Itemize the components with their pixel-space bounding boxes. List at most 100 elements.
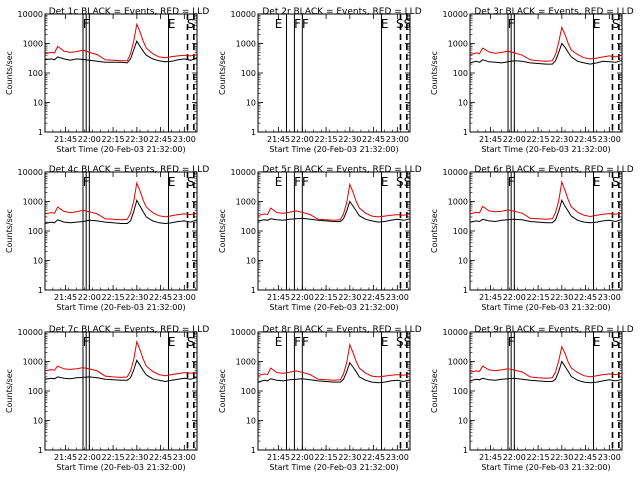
y-tick-label: 1 <box>38 286 43 295</box>
events-series-line <box>44 40 198 64</box>
y-tick-label: 100 <box>241 69 256 78</box>
plot-frame <box>469 171 623 291</box>
x-tick-label: 22:00 <box>503 453 526 462</box>
y-tick-label: 100 <box>453 387 468 396</box>
x-tick-label: 22:00 <box>503 293 526 302</box>
events-series-line <box>257 361 411 384</box>
event-marker-label: F <box>302 335 309 349</box>
lld-series-line <box>44 181 198 221</box>
y-tick-label: 10 <box>33 257 43 266</box>
event-marker-label: S <box>187 175 195 189</box>
y-tick-label: 1000 <box>448 198 468 207</box>
x-tick-label: 22:00 <box>291 453 314 462</box>
x-tick-label: 22:15 <box>527 453 550 462</box>
lld-series-line <box>469 179 623 220</box>
x-tick-label: 22:15 <box>315 453 338 462</box>
y-tick-label: 100 <box>241 227 256 236</box>
y-tick-label: 1 <box>38 128 43 137</box>
panel-title: Det 4c BLACK = Events, RED = LLD <box>49 165 210 175</box>
y-tick-label: 10000 <box>443 168 468 177</box>
x-tick-label: 23:00 <box>173 453 196 462</box>
event-marker-label: S <box>612 175 620 189</box>
y-tick-label: 10000 <box>18 328 43 337</box>
x-tick-label: 22:30 <box>125 135 148 144</box>
event-marker-label: F <box>294 17 301 31</box>
event-marker-label: F <box>83 175 90 189</box>
event-marker-label: E <box>593 175 601 189</box>
x-axis-label: Start Time (20-Feb-03 21:32:00) <box>269 303 398 312</box>
x-tick-label: 23:00 <box>598 453 621 462</box>
x-axis-label: Start Time (20-Feb-03 21:32:00) <box>481 463 610 472</box>
y-tick-label: 1000 <box>236 40 256 49</box>
x-tick-label: 22:15 <box>102 135 125 144</box>
x-tick-label: 22:15 <box>527 135 550 144</box>
x-axis-label: Start Time (20-Feb-03 21:32:00) <box>269 145 398 154</box>
x-tick-label: 22:00 <box>78 293 101 302</box>
x-tick-label: 22:15 <box>527 293 550 302</box>
event-marker-label: SS <box>396 335 411 349</box>
event-marker-label: F <box>302 17 309 31</box>
x-tick-label: 22:15 <box>102 293 125 302</box>
x-tick-label: 22:45 <box>362 135 385 144</box>
lld-series-line <box>257 182 411 221</box>
y-tick-label: 10000 <box>18 10 43 19</box>
event-marker-label: F <box>508 335 515 349</box>
y-axis-label: Counts/sec <box>218 51 227 95</box>
x-axis-label: Start Time (20-Feb-03 21:32:00) <box>481 145 610 154</box>
y-tick-label: 10000 <box>18 168 43 177</box>
y-tick-label: 10 <box>246 257 256 266</box>
x-axis-label: Start Time (20-Feb-03 21:32:00) <box>269 463 398 472</box>
x-tick-label: 21:45 <box>54 135 77 144</box>
x-tick-label: 22:30 <box>338 453 361 462</box>
lld-series-line <box>257 342 411 381</box>
x-tick-label: 22:45 <box>574 453 597 462</box>
plot-frame <box>469 13 623 133</box>
x-tick-label: 21:45 <box>479 453 502 462</box>
x-tick-label: 22:00 <box>78 453 101 462</box>
y-tick-label: 10000 <box>231 10 256 19</box>
y-axis-label: Counts/sec <box>218 209 227 253</box>
y-tick-label: 100 <box>28 387 43 396</box>
events-series-line <box>44 359 198 383</box>
event-marker-label: S <box>612 335 620 349</box>
event-marker-label: E <box>275 17 283 31</box>
event-marker-label: E <box>168 335 176 349</box>
y-axis-label: Counts/sec <box>430 369 439 413</box>
lld-series-line <box>469 25 623 62</box>
y-tick-label: 10 <box>33 99 43 108</box>
y-tick-label: 10 <box>458 99 468 108</box>
event-marker-label: E <box>381 175 389 189</box>
x-tick-label: 23:00 <box>173 135 196 144</box>
x-tick-label: 21:45 <box>479 293 502 302</box>
panel-title: Det 8r BLACK = Events, RED = LLD <box>262 325 421 335</box>
x-tick-label: 22:45 <box>574 293 597 302</box>
event-marker-label: F <box>508 17 515 31</box>
x-tick-label: 21:45 <box>54 453 77 462</box>
y-tick-label: 10 <box>246 99 256 108</box>
y-tick-label: 100 <box>453 69 468 78</box>
x-axis-label: Start Time (20-Feb-03 21:32:00) <box>56 145 185 154</box>
plot-frame <box>257 171 411 291</box>
x-tick-label: 22:00 <box>503 135 526 144</box>
x-tick-label: 23:00 <box>173 293 196 302</box>
x-axis-label: Start Time (20-Feb-03 21:32:00) <box>56 303 185 312</box>
y-tick-label: 1000 <box>236 358 256 367</box>
plot-frame <box>257 331 411 451</box>
x-tick-label: 22:45 <box>149 453 172 462</box>
x-tick-label: 22:45 <box>149 293 172 302</box>
events-series-line <box>469 360 623 384</box>
y-tick-label: 1000 <box>23 40 43 49</box>
y-tick-label: 1 <box>463 128 468 137</box>
x-tick-label: 22:30 <box>550 453 573 462</box>
y-axis-label: Counts/sec <box>430 51 439 95</box>
plot-frame <box>44 171 198 291</box>
x-tick-label: 22:45 <box>362 293 385 302</box>
x-tick-label: 22:15 <box>102 453 125 462</box>
y-axis-label: Counts/sec <box>5 51 14 95</box>
y-tick-label: 10 <box>458 417 468 426</box>
x-tick-label: 21:45 <box>267 293 290 302</box>
lld-series-line <box>44 339 198 378</box>
lld-series-line <box>44 22 198 62</box>
events-series-line <box>469 198 623 224</box>
event-marker-label: S <box>187 335 195 349</box>
